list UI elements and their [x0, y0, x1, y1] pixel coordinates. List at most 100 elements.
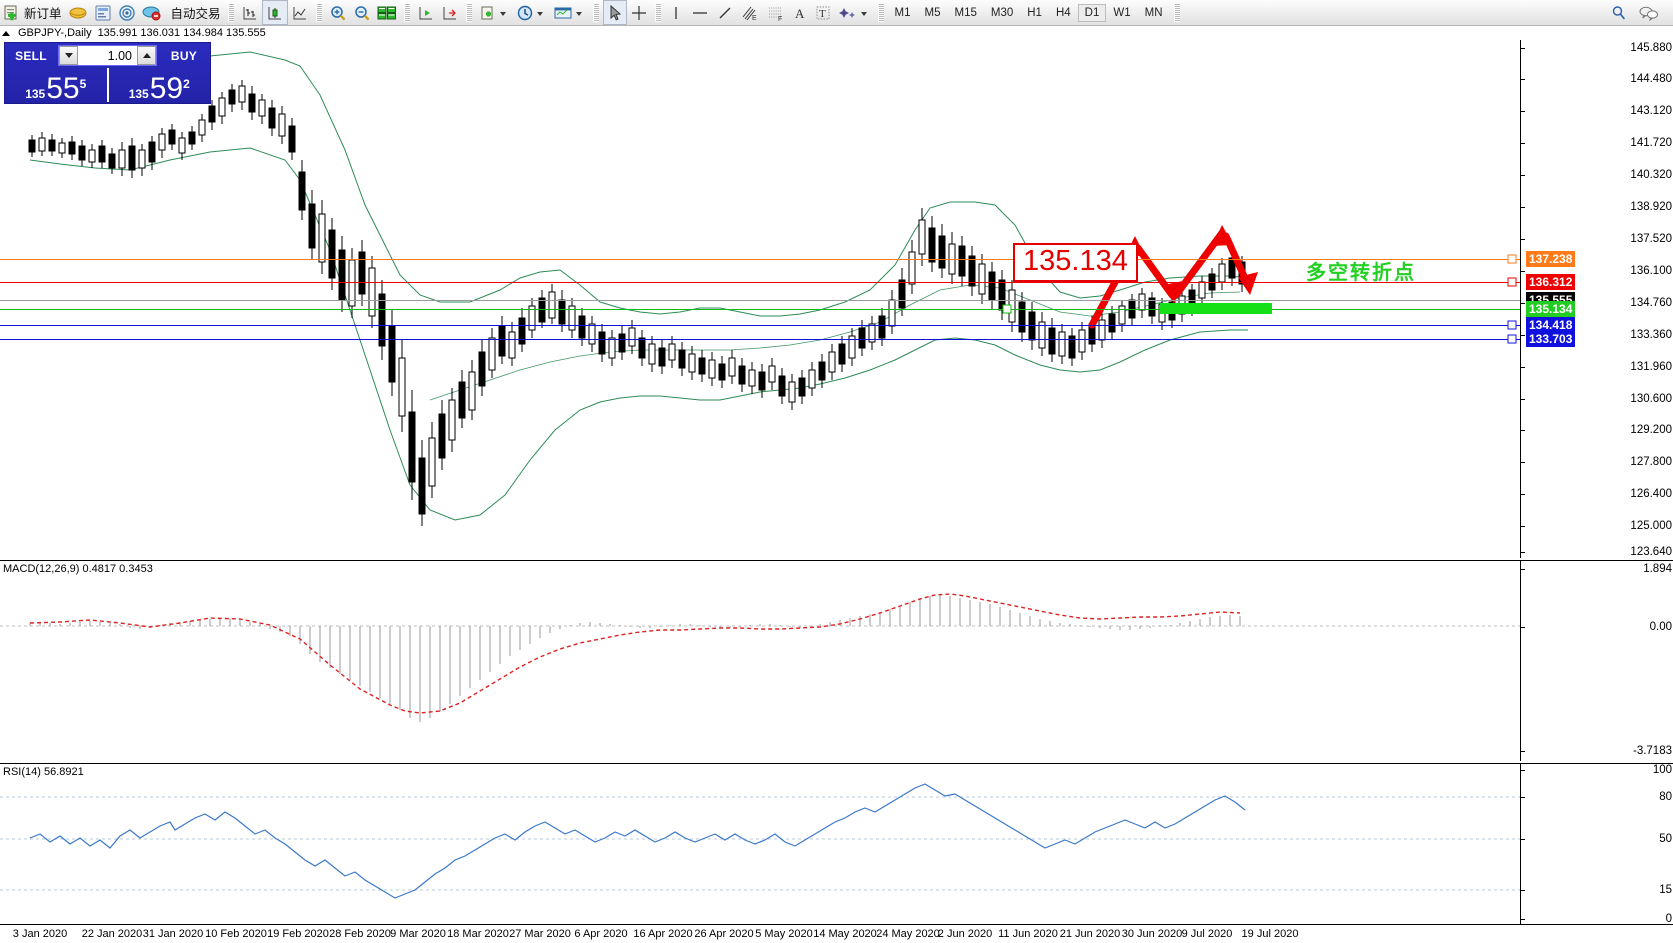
- chart-symbol-header: GBPJPY-,Daily 135.991 136.031 134.984 13…: [0, 26, 1673, 40]
- volume-decrement-button[interactable]: [59, 46, 78, 65]
- chart-ohlc-values: 135.991 136.031 134.984 135.555: [97, 27, 266, 39]
- add-indicator-button[interactable]: [476, 1, 513, 24]
- timeframe-m30[interactable]: M30: [990, 6, 1014, 19]
- shapes-button[interactable]: [835, 1, 874, 24]
- chart-shift-button[interactable]: [414, 1, 438, 24]
- zoom-in-button[interactable]: [326, 1, 350, 24]
- resistance-line-136312[interactable]: [0, 282, 1520, 283]
- price-chip-135134[interactable]: 135.134: [1526, 301, 1576, 317]
- line-chart-button[interactable]: [288, 1, 312, 24]
- date-tick: 9 Jul 2020: [1181, 928, 1233, 940]
- text-box-button[interactable]: T: [811, 1, 835, 24]
- period-button[interactable]: [513, 1, 550, 24]
- horizontal-line-icon: [690, 4, 710, 22]
- zoom-out-button[interactable]: [350, 1, 374, 24]
- cursor-button[interactable]: [602, 0, 627, 25]
- equidistant-channel-button[interactable]: E: [737, 1, 763, 24]
- timeframe-m1[interactable]: M1: [894, 6, 911, 19]
- bar-chart-icon: [241, 4, 259, 22]
- timeframe-mn[interactable]: MN: [1144, 6, 1163, 19]
- data-window-icon: [68, 4, 88, 22]
- chat-icon[interactable]: [1639, 5, 1659, 21]
- macd-axis[interactable]: 1.894 0.00 -3.7183: [1520, 561, 1673, 761]
- one-click-trading-panel[interactable]: SELL 1.00 BUY 135 55 5 135 59 2: [4, 42, 211, 104]
- time-axis[interactable]: 3 Jan 2020 22 Jan 2020 31 Jan 2020 10 Fe…: [0, 924, 1673, 943]
- crosshair-button[interactable]: [627, 1, 651, 24]
- svg-text:E: E: [752, 15, 757, 22]
- market-watch-button[interactable]: [115, 1, 139, 24]
- macd-plot-area[interactable]: [0, 561, 1520, 761]
- fibonacci-button[interactable]: F: [763, 1, 789, 24]
- chevron-down-icon[interactable]: [536, 11, 543, 16]
- price-plot-area[interactable]: [0, 40, 1520, 558]
- templates-icon: [553, 4, 573, 22]
- vertical-line-button[interactable]: [665, 1, 687, 24]
- line-handle-137238[interactable]: [1507, 254, 1517, 264]
- rsi-axis[interactable]: 100 80 50 15 0: [1520, 764, 1673, 926]
- price-annotation-box[interactable]: 135.134: [1013, 243, 1138, 282]
- date-tick: 6 Apr 2020: [574, 928, 628, 940]
- text-label-button[interactable]: A: [789, 1, 811, 24]
- tile-windows-button[interactable]: [374, 1, 400, 24]
- price-chip-134418[interactable]: 134.418: [1526, 317, 1576, 333]
- price-axis[interactable]: 145.880 144.480 143.120 141.720 140.320 …: [1520, 40, 1673, 558]
- candlestick-chart-button[interactable]: [261, 0, 288, 25]
- support-zone-bar[interactable]: [1160, 303, 1272, 314]
- date-tick: 24 May 2020: [876, 928, 940, 940]
- timeframe-d1[interactable]: D1: [1077, 3, 1107, 22]
- main-toolbar: 新订单: [0, 0, 1673, 26]
- support-line-133703[interactable]: [0, 339, 1520, 340]
- terminal-icon: [142, 4, 162, 22]
- terminal-button[interactable]: [139, 1, 165, 24]
- volume-input[interactable]: 1.00: [107, 48, 132, 63]
- volume-increment-button[interactable]: [137, 46, 156, 65]
- timeframe-m15[interactable]: M15: [954, 6, 977, 19]
- turning-point-note[interactable]: 多空转折点: [1306, 260, 1416, 284]
- date-tick: 26 Apr 2020: [694, 928, 754, 940]
- navigator-button[interactable]: [91, 1, 115, 24]
- date-tick: 18 Mar 2020: [447, 928, 509, 940]
- price-chip-136312[interactable]: 136.312: [1526, 274, 1576, 290]
- buy-quote[interactable]: 135 59 2: [106, 68, 211, 104]
- chevron-down-icon[interactable]: [575, 11, 582, 16]
- caret-up-icon: [142, 53, 151, 58]
- axis-tick: 136.100: [1630, 265, 1672, 277]
- line-handle-135134[interactable]: [1002, 304, 1012, 314]
- timeframe-w1[interactable]: W1: [1113, 6, 1131, 19]
- new-order-button[interactable]: 新订单: [0, 1, 65, 24]
- autotrade-button[interactable]: 自动交易: [165, 1, 224, 24]
- support-line-134418[interactable]: [0, 325, 1520, 326]
- buy-button[interactable]: BUY: [170, 48, 198, 63]
- data-window-button[interactable]: [65, 1, 91, 24]
- templates-button[interactable]: [550, 1, 589, 24]
- collapse-triangle-icon[interactable]: [2, 30, 10, 36]
- bar-chart-button[interactable]: [238, 1, 262, 24]
- horizontal-line-button[interactable]: [687, 1, 713, 24]
- axis-tick: 137.520: [1630, 233, 1672, 245]
- line-handle-133703[interactable]: [1507, 334, 1517, 344]
- resistance-line-137238[interactable]: [0, 259, 1520, 260]
- search-icon[interactable]: [1611, 5, 1627, 21]
- trade-panel-top-row: SELL 1.00 BUY: [5, 43, 210, 68]
- auto-scroll-button[interactable]: [438, 1, 462, 24]
- line-handle-134418[interactable]: [1507, 320, 1517, 330]
- price-chip-137238[interactable]: 137.238: [1526, 251, 1576, 267]
- timeframe-h1[interactable]: H1: [1027, 6, 1042, 19]
- chevron-down-icon[interactable]: [860, 11, 867, 16]
- sell-button[interactable]: SELL: [15, 48, 47, 63]
- timeframe-m5[interactable]: M5: [924, 6, 941, 19]
- timeframe-h4[interactable]: H4: [1055, 6, 1071, 19]
- chart-symbol-label: GBPJPY-,Daily: [18, 27, 92, 39]
- rsi-plot-area[interactable]: [0, 764, 1520, 926]
- sell-quote[interactable]: 135 55 5: [5, 68, 107, 104]
- toolbar-separator: [315, 3, 322, 22]
- vertical-line-icon: [668, 4, 684, 22]
- line-handle-136312[interactable]: [1507, 277, 1517, 287]
- volume-stepper[interactable]: 1.00: [58, 45, 157, 66]
- price-chip-133703[interactable]: 133.703: [1526, 331, 1576, 347]
- svg-text:T: T: [819, 8, 826, 20]
- support-line-135134[interactable]: [0, 309, 1520, 310]
- toolbar-separator: [592, 3, 599, 22]
- chevron-down-icon[interactable]: [499, 11, 506, 16]
- trendline-button[interactable]: [713, 1, 737, 24]
